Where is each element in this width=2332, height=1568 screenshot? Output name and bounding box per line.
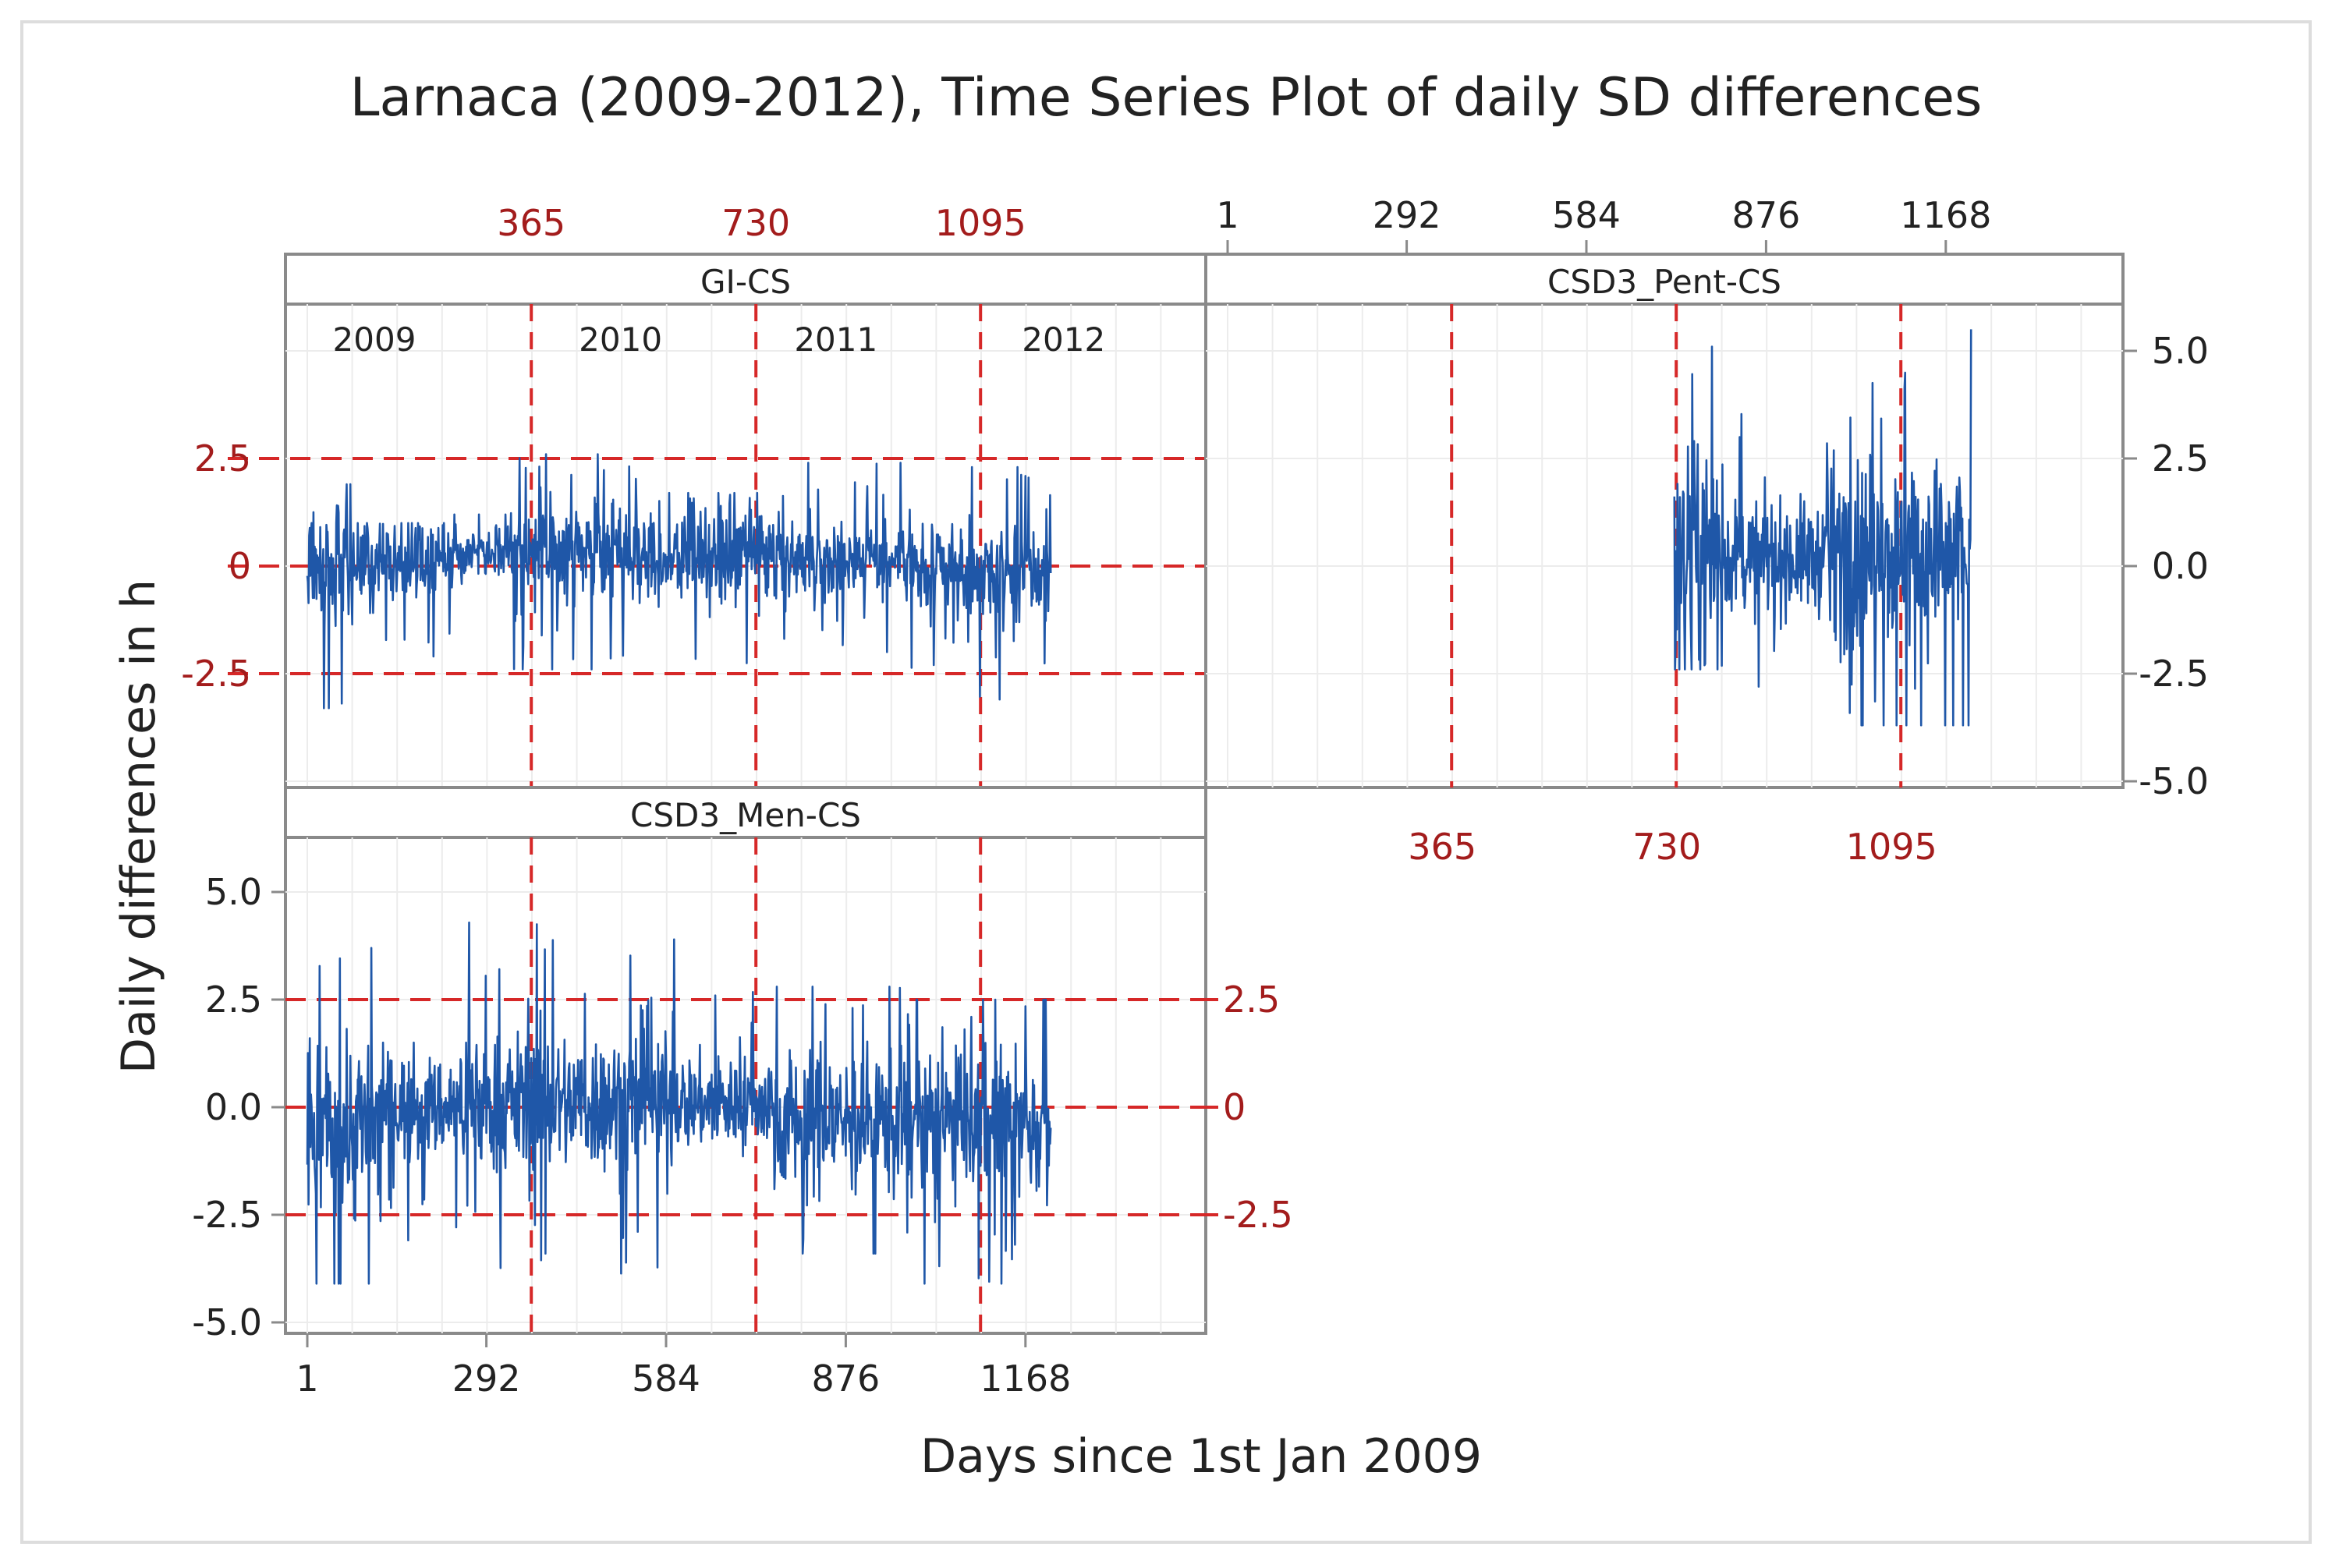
x-tick-label-top: 876 xyxy=(1732,194,1801,236)
y-tick-label-right: 0.0 xyxy=(2152,545,2209,587)
series-csd3-men-cs xyxy=(306,921,1052,1285)
ref-tick-label-y-left: 0 xyxy=(229,545,251,587)
reference-lines xyxy=(285,837,1218,1333)
series-csd3-pent-cs xyxy=(1673,329,1972,727)
year-label: 2009 xyxy=(333,320,416,359)
panel-title: CSD3_Pent-CS xyxy=(1547,263,1781,301)
ref-tick-label-y-right: 2.5 xyxy=(1223,979,1280,1021)
ref-tick-label-y-right: -2.5 xyxy=(1223,1194,1293,1236)
ref-tick-label-x-bottom: 1095 xyxy=(1846,826,1937,868)
ref-tick-label-y-left: 2.5 xyxy=(194,437,251,480)
ref-tick-label-y-right: 0 xyxy=(1223,1086,1246,1128)
panel-title: GI-CS xyxy=(700,263,791,301)
panel-csd3-pent-cs: CSD3_Pent-CS xyxy=(1204,253,2125,789)
ref-tick-label-x-top: 365 xyxy=(497,202,565,244)
panel-csd3-men-cs: CSD3_Men-CS xyxy=(284,786,1218,1335)
series-line xyxy=(306,453,1052,710)
chart-title: Larnaca (2009-2012), Time Series Plot of… xyxy=(350,67,1983,129)
year-label: 2011 xyxy=(794,320,877,359)
ref-tick-label-y-left: -2.5 xyxy=(181,653,251,695)
panel-frame xyxy=(1204,253,2125,789)
ref-tick-label-x-bottom: 365 xyxy=(1408,826,1476,868)
y-tick-label-left: 5.0 xyxy=(205,871,262,913)
y-tick-label-right: 5.0 xyxy=(2152,330,2209,372)
x-tick-label-top: 1 xyxy=(1216,194,1239,236)
axes: 365 730 1095 1 292 584 876 1168 365 730 1095 1 292 58… xyxy=(181,194,2209,1400)
y-axis-label: Daily differences in h xyxy=(112,579,166,1074)
panel-gi-cs: GI-CS 2009 2010 2011 2012 xyxy=(228,253,2123,789)
year-label: 2012 xyxy=(1022,320,1105,359)
y-tick-label-right: -5.0 xyxy=(2139,760,2209,802)
x-tick-label-bottom: 292 xyxy=(452,1357,521,1400)
y-tick-label-left: 0.0 xyxy=(205,1086,262,1128)
series-line xyxy=(306,921,1052,1285)
x-tick-label-bottom: 876 xyxy=(812,1357,881,1400)
year-labels: 2009 2010 2011 2012 xyxy=(333,320,1106,359)
y-tick-label-right: 2.5 xyxy=(2152,437,2209,480)
y-tick-label-left: -5.0 xyxy=(192,1301,262,1343)
ref-tick-label-x-top: 730 xyxy=(721,202,790,244)
ref-tick-label-x-bottom: 730 xyxy=(1632,826,1701,868)
year-label: 2010 xyxy=(579,320,662,359)
x-axis-label: Days since 1st Jan 2009 xyxy=(920,1429,1482,1484)
panel-strip xyxy=(1204,253,2125,306)
x-tick-label-bottom: 584 xyxy=(632,1357,700,1400)
series-gi-cs xyxy=(306,453,1052,710)
x-tick-label-bottom: 1168 xyxy=(980,1357,1071,1400)
y-tick-label-left: 2.5 xyxy=(205,979,262,1021)
x-tick-label-top: 1168 xyxy=(1900,194,1991,236)
x-tick-label-bottom: 1 xyxy=(296,1357,318,1400)
series-line xyxy=(1673,329,1972,727)
ref-tick-label-x-top: 1095 xyxy=(935,202,1026,244)
panel-strip xyxy=(284,786,1207,839)
panel-strip xyxy=(284,253,1207,306)
x-tick-label-top: 292 xyxy=(1373,194,1441,236)
x-tick-label-top: 584 xyxy=(1552,194,1621,236)
y-tick-label-right: -2.5 xyxy=(2139,653,2209,695)
panel-title: CSD3_Men-CS xyxy=(630,796,861,834)
y-tick-label-left: -2.5 xyxy=(192,1194,262,1236)
